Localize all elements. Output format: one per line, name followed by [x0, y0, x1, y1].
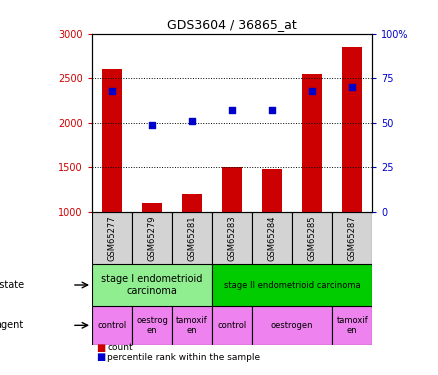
Text: oestrogen: oestrogen: [271, 321, 314, 330]
Text: GSM65283: GSM65283: [228, 215, 237, 261]
Bar: [252, 306, 332, 345]
Text: GSM65285: GSM65285: [308, 215, 317, 261]
Text: count: count: [107, 343, 133, 352]
Text: control: control: [97, 321, 127, 330]
Text: GSM65281: GSM65281: [187, 215, 197, 261]
Text: tamoxif
en: tamoxif en: [336, 316, 368, 335]
Text: tamoxif
en: tamoxif en: [176, 316, 208, 335]
Point: [309, 88, 316, 94]
Bar: [172, 306, 212, 345]
Text: control: control: [218, 321, 247, 330]
Text: ■: ■: [96, 352, 106, 362]
Bar: [302, 74, 322, 212]
Text: stage I endometrioid
carcinoma: stage I endometrioid carcinoma: [101, 274, 203, 296]
Bar: [252, 212, 292, 264]
Bar: [142, 203, 162, 212]
Bar: [292, 212, 332, 264]
Text: GSM65279: GSM65279: [148, 215, 156, 261]
Bar: [92, 306, 132, 345]
Text: GSM65287: GSM65287: [348, 215, 357, 261]
Point: [349, 84, 356, 90]
Bar: [212, 264, 372, 306]
Bar: [92, 264, 212, 306]
Bar: [92, 212, 132, 264]
Point: [109, 88, 116, 94]
Bar: [212, 306, 252, 345]
Point: [148, 122, 155, 128]
Bar: [332, 306, 372, 345]
Bar: [342, 47, 362, 212]
Bar: [182, 194, 202, 212]
Point: [268, 107, 276, 113]
Point: [229, 107, 236, 113]
Text: percentile rank within the sample: percentile rank within the sample: [107, 352, 261, 362]
Text: stage II endometrioid carcinoma: stage II endometrioid carcinoma: [224, 280, 360, 290]
Bar: [262, 169, 282, 212]
Point: [189, 118, 196, 124]
Text: GSM65284: GSM65284: [268, 215, 277, 261]
Text: ■: ■: [96, 343, 106, 352]
Text: disease state: disease state: [0, 280, 24, 290]
Text: agent: agent: [0, 320, 24, 330]
Bar: [212, 212, 252, 264]
Bar: [172, 212, 212, 264]
Text: GSM65277: GSM65277: [107, 215, 117, 261]
Text: oestrog
en: oestrog en: [136, 316, 168, 335]
Bar: [332, 212, 372, 264]
Bar: [132, 212, 172, 264]
Bar: [222, 167, 242, 212]
Title: GDS3604 / 36865_at: GDS3604 / 36865_at: [167, 18, 297, 31]
Bar: [132, 306, 172, 345]
Bar: [102, 69, 122, 212]
